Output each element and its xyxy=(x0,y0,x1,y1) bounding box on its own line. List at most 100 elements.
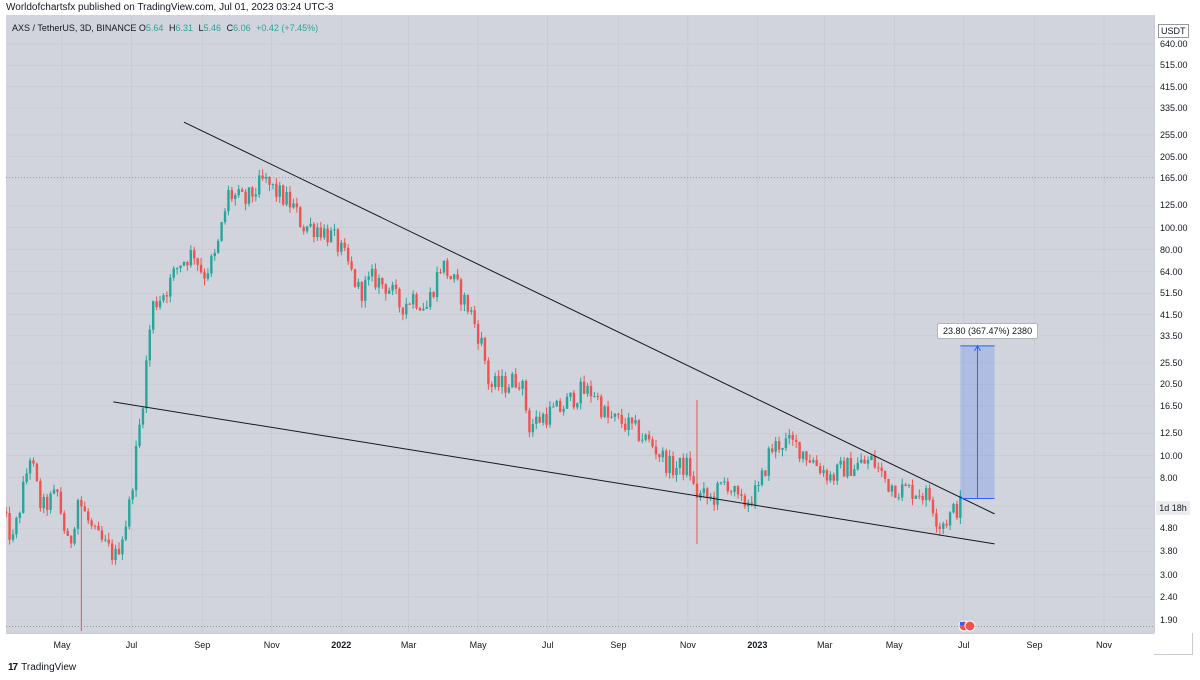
time-axis[interactable] xyxy=(6,633,1154,656)
candle-body xyxy=(760,470,764,485)
open-value: 5.64 xyxy=(145,23,164,33)
candlestick-chart[interactable] xyxy=(6,15,1154,633)
candle-body xyxy=(223,211,227,223)
candle-body xyxy=(155,301,158,308)
candle-body xyxy=(87,511,90,521)
bar-countdown: 1d 18h xyxy=(1156,501,1190,515)
candle-body xyxy=(877,467,880,469)
candle-body xyxy=(764,470,767,476)
candle-body xyxy=(28,460,32,474)
candle-body xyxy=(292,203,295,208)
candle-body xyxy=(873,456,877,468)
candle-body xyxy=(870,456,873,461)
candle-body xyxy=(429,292,432,307)
candle-body xyxy=(849,458,853,476)
candle-body xyxy=(559,400,562,412)
candle-body xyxy=(66,530,69,536)
price-axis-label: 640.00 xyxy=(1160,38,1188,49)
candle-body xyxy=(904,484,907,486)
candle-body xyxy=(767,448,771,476)
candle-body xyxy=(264,176,268,179)
publish-info: Worldofchartsfx published on TradingView… xyxy=(6,2,334,13)
candle-body xyxy=(548,406,552,425)
candle-body xyxy=(449,276,452,280)
candle-body xyxy=(818,466,822,474)
time-axis-label: May xyxy=(885,640,903,650)
candle-body xyxy=(336,229,340,252)
candle-body xyxy=(254,194,258,197)
candle-body xyxy=(295,203,299,208)
candle-body xyxy=(654,446,658,455)
candle-body xyxy=(145,360,148,409)
candle-body xyxy=(216,240,220,253)
candle-body xyxy=(901,484,904,498)
us-flag-icon[interactable] xyxy=(958,620,976,632)
candle-body xyxy=(699,492,702,498)
chart-plot-area[interactable] xyxy=(6,15,1154,633)
candle-body xyxy=(234,195,237,200)
candle-body xyxy=(665,450,668,474)
candle-body xyxy=(733,486,736,492)
candle-body xyxy=(158,300,162,308)
candle-body xyxy=(521,380,524,389)
candle-body xyxy=(360,281,364,301)
candle-body xyxy=(603,406,606,417)
candle-body xyxy=(175,268,179,270)
price-axis[interactable] xyxy=(1154,15,1193,633)
symbol-title: AXS / TetherUS, 3D, BINANCE xyxy=(12,23,137,33)
candle-body xyxy=(480,337,483,344)
candle-body xyxy=(470,310,473,312)
candle-body xyxy=(199,264,203,273)
candle-body xyxy=(258,175,261,195)
time-axis-label: Sep xyxy=(1026,640,1043,650)
tradingview-logo-icon: 17 xyxy=(8,662,18,673)
candle-body xyxy=(206,273,210,279)
candle-body xyxy=(651,439,654,447)
candle-body xyxy=(784,438,788,449)
candle-body xyxy=(671,456,675,476)
time-axis-label: Jul xyxy=(541,640,554,650)
time-axis-label: Jul xyxy=(125,640,138,650)
candle-body xyxy=(15,517,18,535)
low-value: 5.46 xyxy=(203,23,222,33)
time-axis-label: Jul xyxy=(958,640,970,650)
candle-body xyxy=(32,460,35,464)
candle-body xyxy=(134,445,138,491)
candle-body xyxy=(319,227,322,238)
price-axis-label: 41.50 xyxy=(1160,309,1183,320)
candle-body xyxy=(346,247,350,262)
candle-body xyxy=(374,268,377,288)
candle-body xyxy=(350,261,353,270)
time-axis-label: 2022 xyxy=(331,640,352,650)
time-axis-label: Sep xyxy=(194,640,211,650)
price-axis-label: 20.50 xyxy=(1160,379,1183,390)
candle-body xyxy=(572,392,576,408)
candle-body xyxy=(517,387,521,389)
candle-body xyxy=(887,478,890,492)
candle-body xyxy=(531,423,535,433)
candle-body xyxy=(808,460,812,463)
candle-body xyxy=(695,483,699,498)
candle-body xyxy=(100,530,104,540)
candle-body xyxy=(377,277,381,288)
candle-body xyxy=(189,250,193,266)
currency-selector[interactable]: USDT xyxy=(1158,24,1189,38)
time-axis-label: May xyxy=(53,640,71,650)
candle-body xyxy=(114,548,117,560)
price-axis-label: 3.00 xyxy=(1160,569,1178,580)
candle-body xyxy=(781,448,784,450)
candle-body xyxy=(528,410,531,433)
price-axis-label: 335.00 xyxy=(1160,102,1188,113)
candle-body xyxy=(935,513,938,527)
candle-body xyxy=(182,261,186,266)
candle-body xyxy=(333,229,336,231)
candle-body xyxy=(552,406,555,408)
candle-body xyxy=(415,294,418,308)
candle-body xyxy=(490,384,493,387)
candle-body xyxy=(405,303,408,315)
candle-body xyxy=(777,441,781,450)
price-axis-label: 3.80 xyxy=(1160,546,1178,557)
candle-body xyxy=(952,504,955,513)
candle-body xyxy=(948,512,952,526)
candle-body xyxy=(706,488,709,498)
